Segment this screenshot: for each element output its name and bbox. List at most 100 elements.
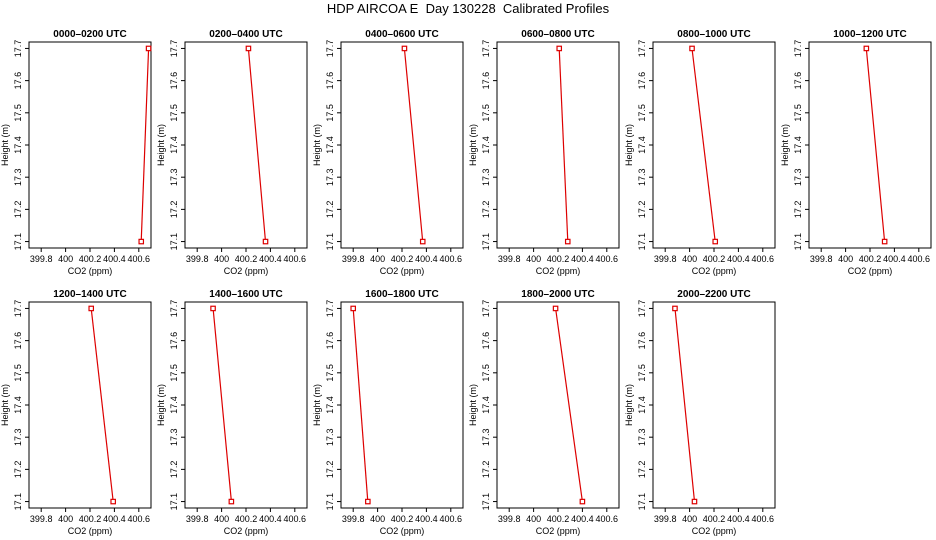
y-tick-label: 17.3 [325,168,335,186]
y-tick-label: 17.6 [169,72,179,90]
plot-frame [340,301,464,509]
series-line [555,308,583,502]
x-tick-label: 399.8 [342,254,365,264]
y-axis-label: Height (m) [624,124,634,166]
y-tick-label: 17.5 [637,104,647,122]
x-tick-label: 400.2 [79,514,102,524]
plot-frame [340,41,464,249]
x-tick-label: 400.2 [547,514,570,524]
plot-frame [184,301,308,509]
plot-frame [652,301,776,509]
x-tick-label: 400.2 [703,254,726,264]
y-tick-label: 17.3 [169,428,179,446]
panel-title: 1000–1200 UTC [833,29,906,40]
y-tick-label: 17.3 [325,428,335,446]
series-line [674,308,696,502]
y-tick-label: 17.1 [325,233,335,251]
x-tick-label: 400 [58,514,73,524]
y-axis-label: Height (m) [312,124,322,166]
x-tick-label: 400.4 [571,254,594,264]
x-tick-label: 400.6 [908,254,931,264]
x-tick-label: 400.2 [235,514,258,524]
x-tick-label: 400 [526,254,541,264]
plot-frame [496,41,620,249]
x-tick-label: 400 [682,514,697,524]
y-tick-label: 17.2 [793,201,803,219]
x-tick-label: 400.6 [440,254,463,264]
y-tick-label: 17.5 [637,364,647,382]
data-point [579,498,586,505]
series-line [212,308,232,502]
x-tick-label: 400 [58,254,73,264]
panel-title: 1200–1400 UTC [53,289,126,300]
x-tick-label: 399.8 [498,254,521,264]
plot-frame [28,301,152,509]
x-axis-label: CO2 (ppm) [692,526,737,536]
y-tick-label: 17.7 [169,300,179,318]
y-tick-label: 17.5 [481,364,491,382]
y-tick-label: 17.1 [793,233,803,251]
x-tick-label: 400.4 [571,514,594,524]
y-tick-label: 17.5 [13,104,23,122]
y-tick-label: 17.5 [169,364,179,382]
x-tick-label: 400 [370,514,385,524]
y-tick-label: 17.6 [325,72,335,90]
x-axis-label: CO2 (ppm) [224,266,269,276]
y-axis-label: Height (m) [312,384,322,426]
y-tick-label: 17.7 [169,40,179,58]
y-tick-label: 17.3 [13,168,23,186]
y-tick-label: 17.2 [481,461,491,479]
x-tick-label: 400 [214,514,229,524]
x-tick-label: 400 [214,254,229,264]
y-axis-label: Height (m) [624,384,634,426]
x-tick-label: 399.8 [30,254,53,264]
y-tick-label: 17.7 [481,300,491,318]
x-tick-label: 400.4 [727,514,750,524]
data-point [881,238,888,245]
y-tick-label: 17.4 [637,396,647,414]
x-axis-label: CO2 (ppm) [68,526,113,536]
data-point [138,238,145,245]
series-line [247,48,267,242]
x-tick-label: 399.8 [30,514,53,524]
x-axis-label: CO2 (ppm) [380,266,425,276]
x-tick-label: 400 [682,254,697,264]
data-point [350,305,357,312]
data-point [419,238,426,245]
data-point [210,305,216,312]
panel-title: 0600–0800 UTC [521,29,594,40]
y-tick-label: 17.5 [793,104,803,122]
plot-frame [808,41,932,249]
x-tick-label: 399.8 [186,514,209,524]
x-tick-label: 400.2 [391,514,414,524]
x-tick-label: 400.2 [703,514,726,524]
x-tick-label: 400.4 [259,254,282,264]
x-tick-label: 400.2 [859,254,882,264]
y-tick-label: 17.4 [481,396,491,414]
y-tick-label: 17.3 [481,168,491,186]
y-tick-label: 17.3 [793,168,803,186]
x-tick-label: 400.2 [79,254,102,264]
x-tick-label: 400.6 [284,254,307,264]
y-axis-label: Height (m) [468,384,478,426]
figure-title: HDP AIRCOA E Day 130228 Calibrated Profi… [326,1,610,16]
y-tick-label: 17.7 [637,300,647,318]
data-point [552,305,559,312]
x-axis-label: CO2 (ppm) [536,266,581,276]
x-tick-label: 400.4 [883,254,906,264]
data-point [691,498,698,505]
plot-frame [652,41,776,249]
panel-title: 0400–0600 UTC [365,29,438,40]
y-tick-label: 17.6 [793,72,803,90]
y-tick-label: 17.1 [169,233,179,251]
y-tick-label: 17.4 [13,136,23,154]
y-tick-label: 17.4 [169,396,179,414]
series-line [865,48,886,242]
series-line [90,308,114,502]
series-line [140,48,150,242]
y-tick-label: 17.2 [325,201,335,219]
y-tick-label: 17.4 [169,136,179,154]
x-tick-label: 400.6 [596,254,619,264]
panel-title: 1400–1600 UTC [209,289,282,300]
